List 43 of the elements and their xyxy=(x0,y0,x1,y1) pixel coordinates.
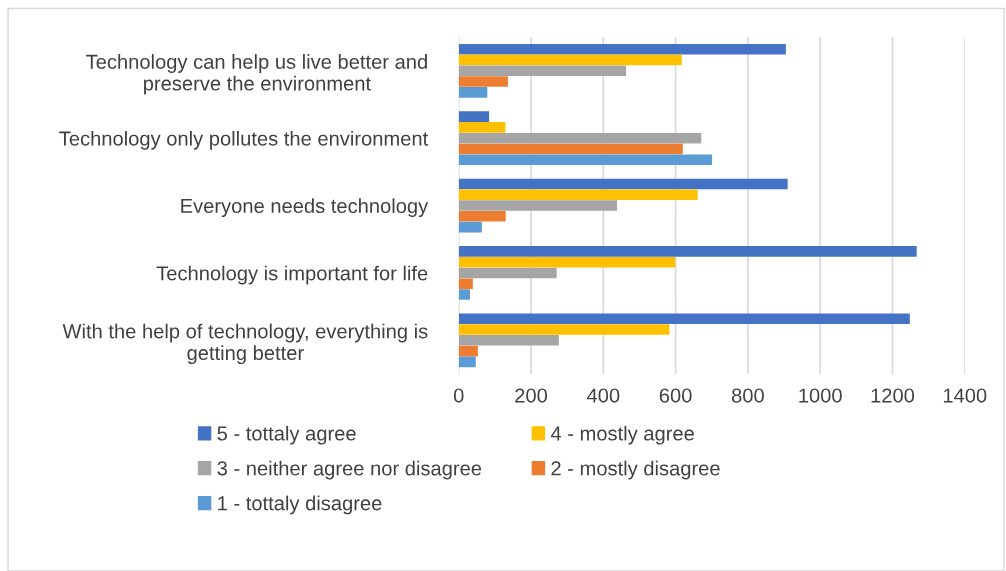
bar xyxy=(458,335,559,346)
bar xyxy=(458,324,670,335)
legend-label: 2 - mostly disagree xyxy=(551,460,720,480)
bar xyxy=(458,132,702,144)
y-tick-label: Technology is important for life xyxy=(156,265,428,285)
bar xyxy=(458,289,470,300)
bar xyxy=(458,87,488,98)
legend-label: 5 - tottaly agree xyxy=(217,425,356,445)
x-tick-label: 1000 xyxy=(799,388,842,403)
bar xyxy=(458,278,473,289)
bar xyxy=(458,143,683,155)
bar xyxy=(458,345,478,357)
bar xyxy=(458,246,917,257)
x-tick-label: 0 xyxy=(453,388,464,403)
x-tick-label: 800 xyxy=(731,388,764,403)
bar xyxy=(458,267,557,279)
x-tick-label: 1200 xyxy=(871,388,915,403)
x-tick-label: 1400 xyxy=(943,388,987,403)
bar xyxy=(458,154,713,166)
bar xyxy=(458,189,698,201)
bar xyxy=(458,43,786,55)
bar xyxy=(458,111,490,122)
x-tick-label: 200 xyxy=(515,388,548,403)
legend-label: 1 - tottaly disagree xyxy=(218,495,382,515)
bar xyxy=(458,356,476,368)
y-tick-label: With the help of technology, everything is getting better xyxy=(62,323,428,365)
bar xyxy=(458,256,676,268)
legend-label: 4 - mostly agree xyxy=(550,425,694,445)
x-tick-label: 600 xyxy=(659,388,692,403)
y-tick-label: Everyone needs technology xyxy=(181,198,429,218)
y-tick-label: Technology only pollutes the environment xyxy=(59,130,429,150)
bar xyxy=(458,65,627,77)
bar xyxy=(458,54,682,66)
y-tick-label: Technology can help us live better and preserve the environment xyxy=(86,54,427,95)
bar xyxy=(458,178,788,190)
bar xyxy=(458,211,506,222)
x-tick-label: 400 xyxy=(586,388,620,403)
legend-label: 3 - neither agree nor disagree xyxy=(217,460,482,480)
bar xyxy=(458,200,618,211)
bar xyxy=(458,313,910,325)
bar xyxy=(458,76,508,87)
bar xyxy=(458,221,482,233)
bar xyxy=(458,122,506,133)
